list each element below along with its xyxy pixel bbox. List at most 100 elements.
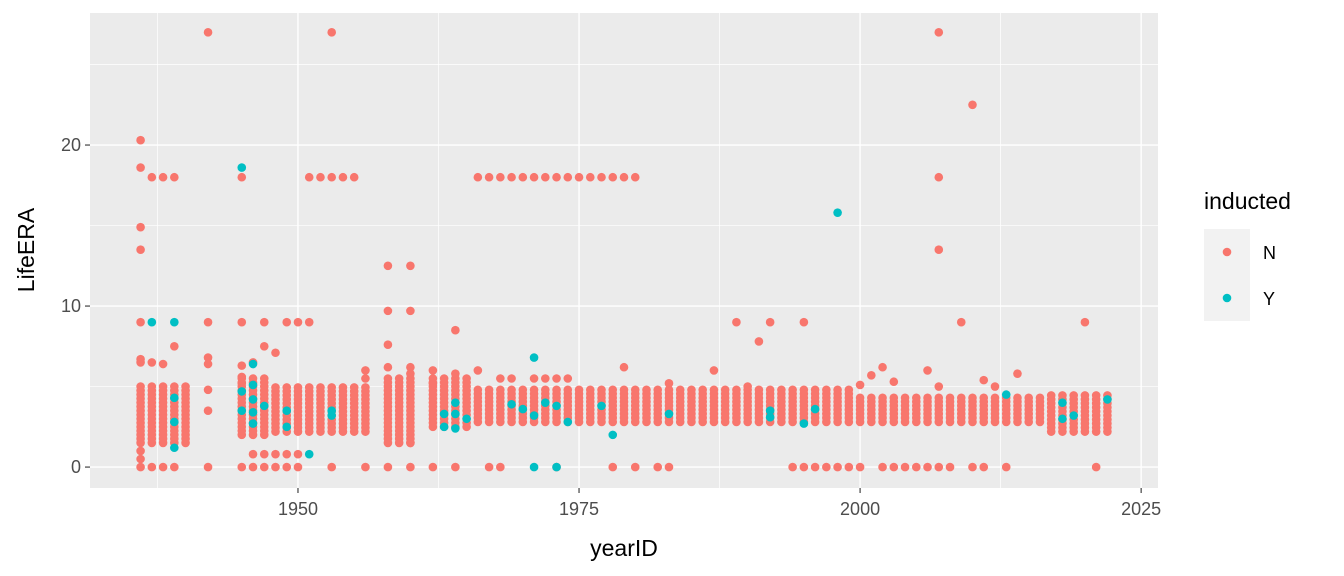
data-point-n (619, 362, 629, 372)
data-point-y (518, 404, 528, 414)
data-point-n (271, 383, 280, 392)
data-point-n (867, 370, 876, 380)
data-point-y (1058, 414, 1067, 424)
data-point-n (934, 393, 944, 403)
data-point-n (282, 317, 292, 327)
data-point-y (1001, 390, 1011, 399)
data-point-n (563, 374, 573, 383)
data-point-n (507, 374, 516, 383)
data-point-n (956, 317, 966, 327)
data-point-n (529, 374, 539, 383)
data-point-n (732, 317, 741, 327)
data-point-n (923, 393, 932, 403)
data-point-n (619, 385, 629, 395)
data-point-n (799, 385, 809, 395)
data-point-y (248, 419, 258, 428)
data-point-y (462, 414, 471, 424)
data-point-n (136, 358, 145, 367)
data-point-n (934, 462, 944, 472)
data-point-n (170, 382, 179, 391)
data-point-n (406, 438, 415, 448)
data-point-n (968, 462, 977, 472)
data-point-n (518, 172, 528, 182)
legend-entry-y: Y (1204, 275, 1275, 321)
data-point-n (237, 172, 247, 182)
data-point-n (473, 366, 483, 375)
data-point-n (484, 172, 494, 182)
data-point-n (293, 449, 303, 459)
data-point-n (451, 369, 460, 378)
data-point-n (956, 393, 966, 403)
data-point-n (934, 28, 944, 37)
data-point-n (1091, 391, 1101, 400)
data-point-y (282, 422, 292, 432)
data-point-y (170, 443, 179, 453)
data-point-y (259, 401, 269, 411)
data-point-y (439, 409, 449, 419)
data-point-n (136, 446, 145, 456)
data-point-n (878, 362, 887, 372)
data-point-n (203, 353, 213, 362)
data-point-n (630, 385, 640, 395)
data-point-n (158, 172, 168, 182)
data-point-n (271, 462, 280, 472)
data-point-n (282, 462, 292, 472)
data-point-n (1013, 369, 1022, 378)
data-point-y (1069, 411, 1078, 420)
data-point-n (1080, 317, 1090, 327)
data-point-n (867, 393, 876, 403)
legend-key-y-marker (1222, 293, 1232, 303)
data-point-n (158, 382, 168, 391)
data-point-n (158, 462, 168, 472)
data-point-n (361, 366, 370, 375)
data-point-y (170, 317, 179, 327)
data-point-n (282, 383, 292, 392)
data-point-y (597, 401, 606, 411)
data-point-y (170, 417, 179, 427)
data-point-n (484, 385, 494, 395)
data-point-n (203, 406, 213, 416)
data-point-n (462, 374, 471, 383)
data-point-n (597, 385, 606, 395)
data-point-y (451, 398, 460, 407)
data-point-n (327, 172, 337, 182)
data-point-n (203, 385, 213, 395)
y-tick-label: 10 (61, 296, 81, 316)
data-point-n (383, 462, 393, 472)
data-point-y (248, 380, 258, 390)
data-point-n (406, 261, 415, 271)
data-point-n (248, 462, 258, 472)
data-point-n (259, 449, 269, 459)
data-point-n (585, 172, 595, 182)
data-point-y (304, 449, 314, 459)
data-point-y (664, 409, 674, 419)
data-point-n (855, 393, 865, 403)
data-point-n (810, 462, 820, 472)
data-point-n (709, 366, 719, 375)
data-point-n (1058, 391, 1067, 400)
data-point-y (529, 353, 539, 362)
data-point-y (765, 412, 775, 422)
data-point-n (630, 462, 640, 472)
data-point-y (552, 401, 561, 411)
data-point-n (507, 172, 516, 182)
data-point-n (170, 462, 179, 472)
data-point-n (563, 172, 573, 182)
data-point-n (1046, 391, 1056, 400)
data-point-n (383, 340, 393, 349)
y-axis: 0 10 20 (61, 135, 90, 477)
data-point-n (136, 135, 145, 145)
data-point-n (945, 462, 955, 472)
data-point-n (630, 172, 640, 182)
data-point-n (259, 317, 269, 327)
data-point-y (282, 406, 292, 416)
data-point-n (248, 449, 258, 459)
data-point-n (765, 385, 775, 395)
data-point-n (136, 462, 145, 472)
data-point-n (496, 385, 505, 395)
data-point-n (990, 393, 1000, 403)
data-point-y (1103, 395, 1112, 404)
data-point-n (552, 374, 561, 383)
data-point-n (383, 261, 393, 271)
legend: inducted N Y (1204, 188, 1291, 321)
